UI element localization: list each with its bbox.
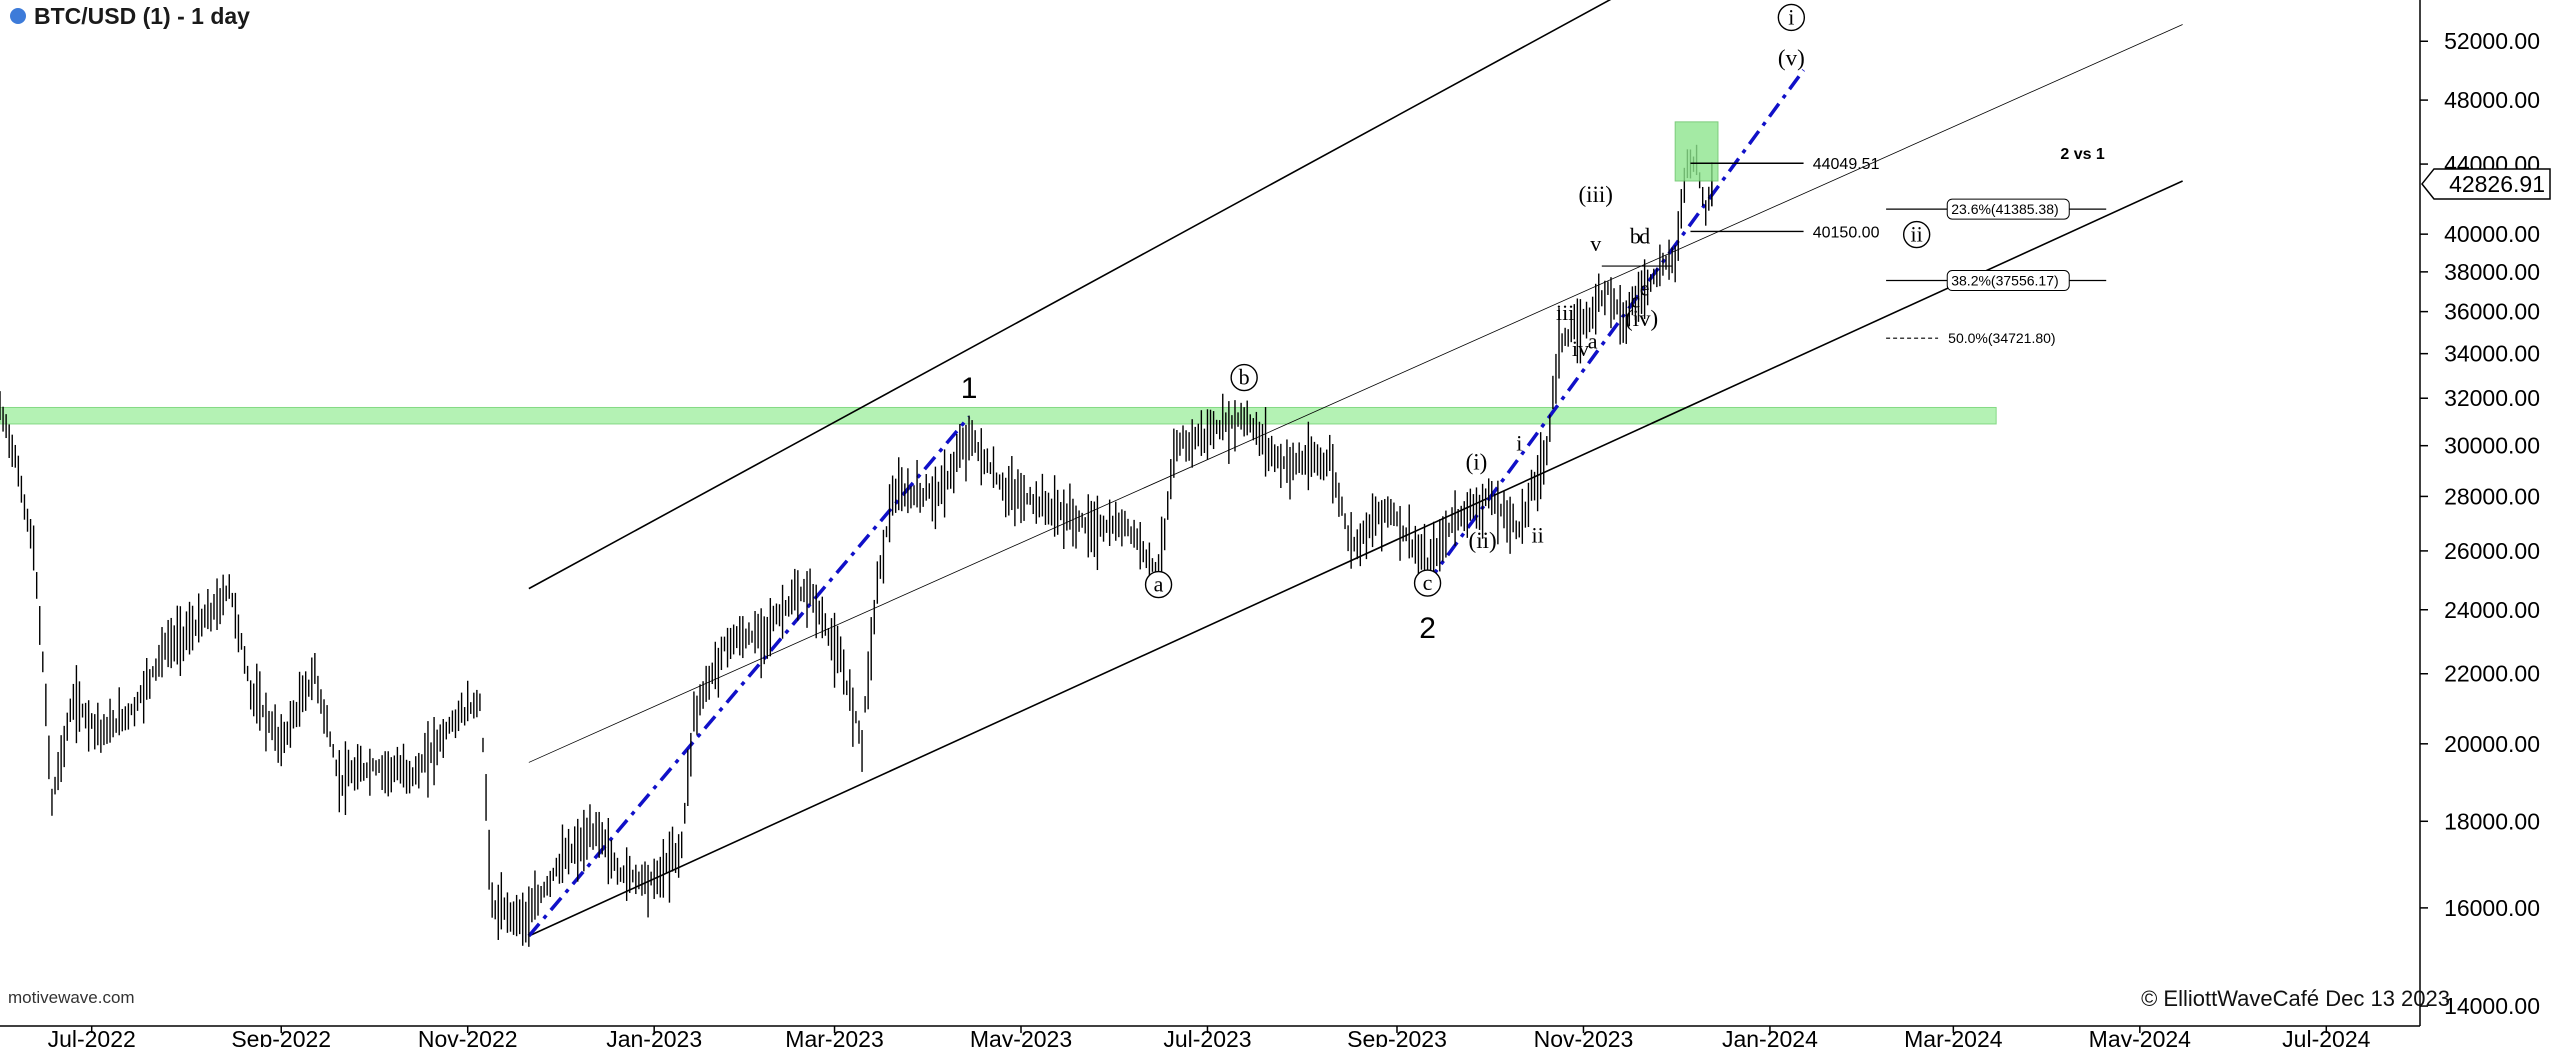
channel-mid-line (528, 24, 2183, 763)
y-tick-label: 20000.00 (2444, 731, 2540, 757)
wave-label: i (1788, 4, 1794, 29)
y-tick-label: 18000.00 (2444, 808, 2540, 834)
x-tick-label: Jan-2023 (606, 1026, 702, 1047)
wave-label: 1 (961, 372, 978, 405)
fib-level-label: 50.0%(34721.80) (1948, 330, 2055, 346)
y-tick-label: 30000.00 (2444, 433, 2540, 459)
x-tick-label: May-2023 (970, 1026, 1072, 1047)
trend-line-wave-1 (527, 415, 971, 938)
wave-label: ii (1531, 522, 1543, 547)
y-tick-label: 38000.00 (2444, 259, 2540, 285)
wave-label: (i) (1466, 449, 1488, 474)
wave-label: (ii) (1469, 528, 1497, 553)
wave-label: c (1423, 570, 1433, 595)
x-tick-label: Sep-2022 (231, 1026, 331, 1047)
wave-label: iii (1556, 300, 1574, 325)
y-tick-label: 22000.00 (2444, 661, 2540, 687)
fib-level-box (1946, 270, 2070, 292)
fib-level-box (1946, 198, 2070, 220)
wave-label-circle (1902, 220, 1931, 249)
wave-label: (iv) (1625, 306, 1658, 331)
x-tick-label: Nov-2023 (1534, 1026, 1634, 1047)
wave-label: (iii) (1578, 182, 1613, 207)
wave-label: iv (1572, 336, 1589, 361)
y-tick-label: 48000.00 (2444, 87, 2540, 113)
fib-title: 2 vs 1 (2060, 146, 2105, 163)
y-tick-label: 40000.00 (2444, 221, 2540, 247)
current-price-tag (2421, 168, 2551, 200)
channel-upper-line (528, 0, 1612, 590)
price-level-label: 44049.51 (1813, 156, 1880, 173)
wave-label: a (1154, 572, 1164, 597)
trend-line-wave-i (1426, 69, 1805, 584)
x-tick-label: Nov-2022 (418, 1026, 518, 1047)
wave-label-circle (1413, 569, 1442, 597)
wave-label-circle (1777, 3, 1806, 32)
wave-label: (v) (1778, 46, 1805, 71)
symbol-title: BTC/USD (1) - 1 day (34, 2, 250, 29)
status-dot (10, 8, 26, 24)
x-tick-label: Sep-2023 (1347, 1026, 1447, 1047)
wave-label: 2 (1419, 612, 1436, 645)
wave-label: d (1639, 223, 1650, 248)
wave-label: v (1590, 231, 1601, 256)
y-tick-label: 32000.00 (2444, 385, 2540, 411)
y-tick-label: 14000.00 (2444, 993, 2540, 1019)
wave-label: e (1640, 275, 1650, 300)
y-tick-label: 24000.00 (2444, 597, 2540, 623)
x-tick-label: Jan-2024 (1722, 1026, 1818, 1047)
fib-level-label: 38.2%(37556.17) (1951, 273, 2058, 289)
wave-label: b (1630, 223, 1641, 248)
y-tick-label: 52000.00 (2444, 28, 2540, 54)
top-highlight-box (1674, 121, 1719, 182)
price-level-label: 40150.00 (1813, 224, 1880, 241)
x-tick-label: Jul-2022 (48, 1026, 136, 1047)
wave-label: c (1631, 288, 1641, 313)
x-tick-label: May-2024 (2089, 1026, 2191, 1047)
fib-level-label: 23.6%(41385.38) (1951, 201, 2058, 217)
y-tick-label: 26000.00 (2444, 538, 2540, 564)
x-tick-label: Jul-2024 (2282, 1026, 2370, 1047)
watermark: motivewave.com (8, 988, 135, 1007)
wave-label: i (1516, 431, 1522, 456)
current-price-label: 42826.91 (2449, 171, 2545, 197)
copyright: © ElliottWaveCafé Dec 13 2023 (2141, 986, 2450, 1011)
wave-label: b (1239, 365, 1250, 390)
x-tick-label: Jul-2023 (1163, 1026, 1251, 1047)
wave-label-circle (1144, 570, 1173, 599)
wave-label-circle (1230, 363, 1258, 392)
wave-label: a (1588, 328, 1598, 353)
resistance-zone (0, 406, 1997, 425)
y-tick-label: 16000.00 (2444, 895, 2540, 921)
y-tick-label: 34000.00 (2444, 341, 2540, 367)
chart-header: BTC/USD (1) - 1 day (10, 2, 250, 30)
y-tick-label: 36000.00 (2444, 299, 2540, 325)
channel-lower-line (528, 180, 2183, 937)
x-tick-label: Mar-2024 (1904, 1026, 2003, 1047)
wave-label: ii (1911, 222, 1923, 247)
y-tick-label: 28000.00 (2444, 483, 2540, 509)
x-tick-label: Mar-2023 (785, 1026, 883, 1047)
